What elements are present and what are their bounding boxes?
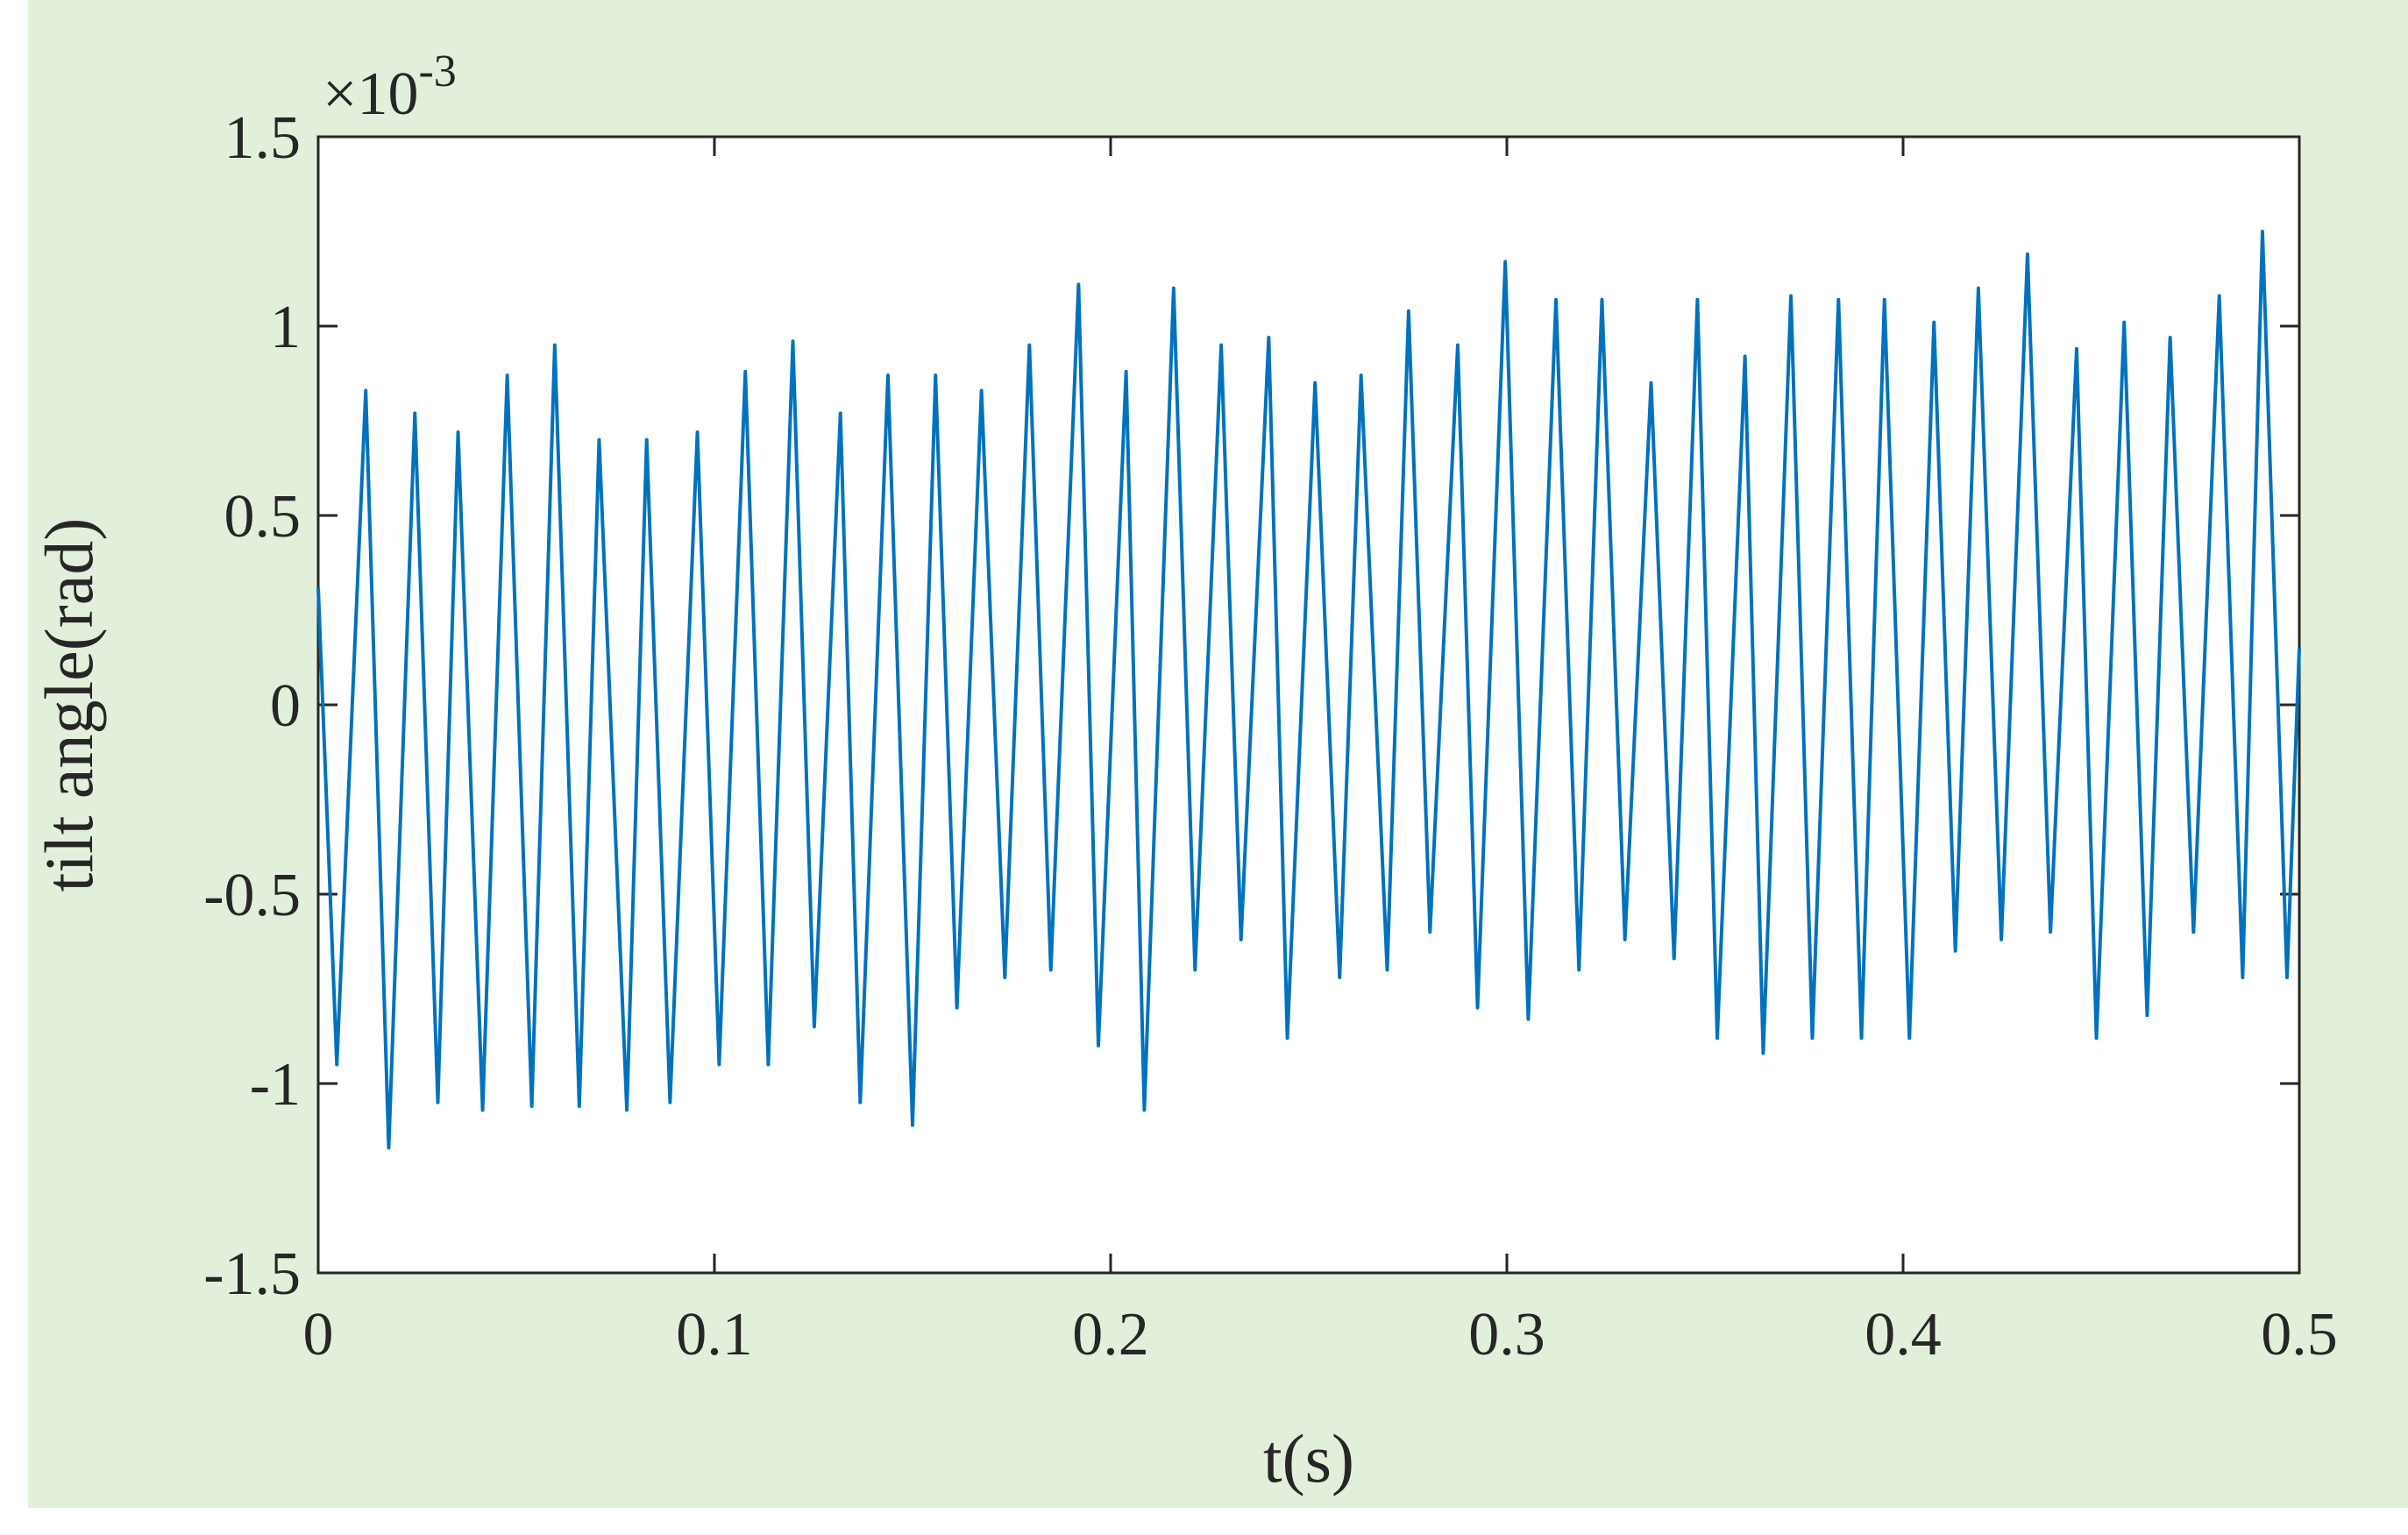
x-tick-label: 0.1 [676, 1301, 753, 1368]
x-tick-label: 0.5 [2261, 1301, 2338, 1368]
multiplier-base: ×10 [323, 60, 418, 128]
y-tick-label: 0.5 [224, 483, 302, 551]
x-tick-label: 0.2 [1072, 1301, 1149, 1368]
plot-area [316, 135, 2301, 1275]
data-line [316, 230, 2301, 1150]
y-axis-label: tilt angle(rad) [31, 518, 107, 892]
y-tick-label: 1 [270, 294, 301, 361]
y-tick-label: -1 [250, 1051, 301, 1119]
x-tick-label: 0.3 [1468, 1301, 1545, 1368]
x-tick-label: 0.4 [1865, 1301, 1942, 1368]
y-tick-label: 0 [270, 672, 301, 740]
y-tick-label: -0.5 [203, 862, 301, 929]
x-axis-label: t(s) [1263, 1420, 1354, 1496]
y-tick-label: 1.5 [224, 104, 302, 172]
x-tick-label: 0 [303, 1301, 334, 1368]
y-tick-label: -1.5 [203, 1240, 301, 1308]
multiplier-exponent: -3 [418, 46, 456, 96]
y-multiplier: ×10-3 [323, 46, 457, 128]
